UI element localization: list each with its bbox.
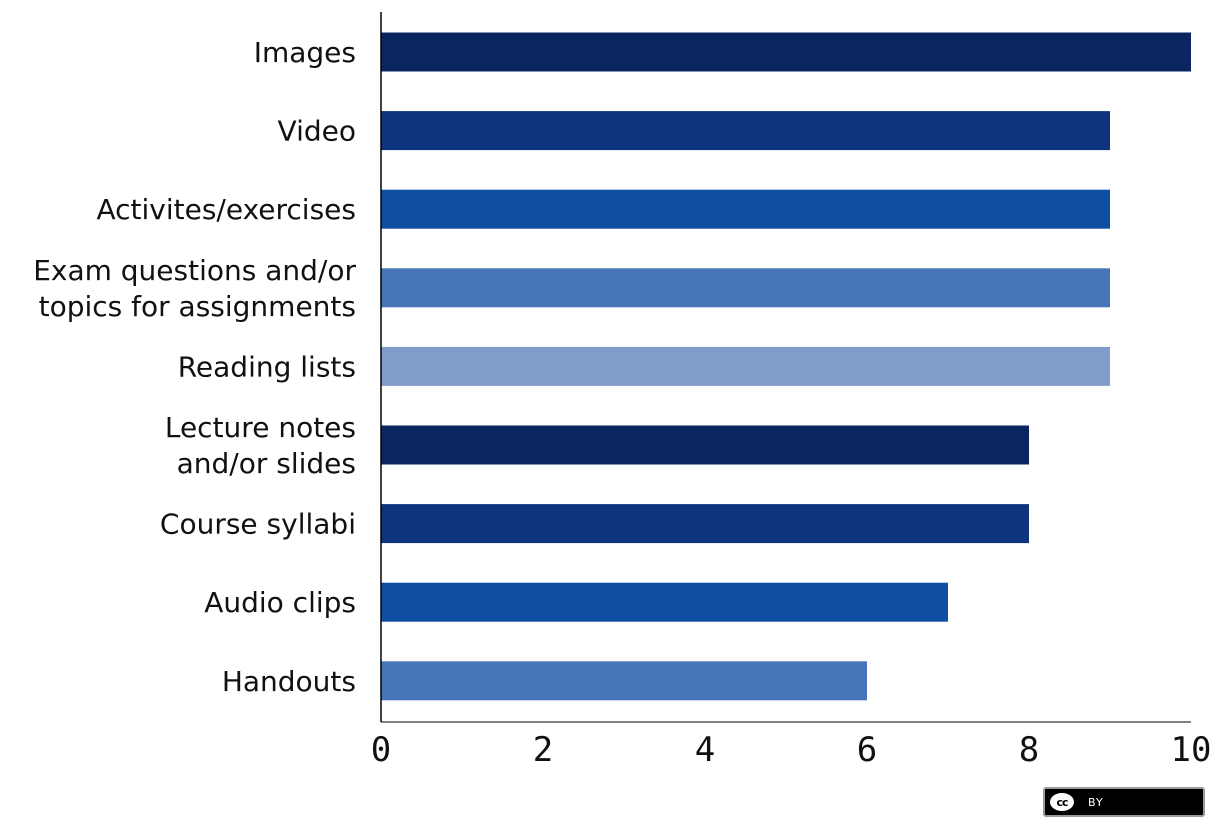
category-label-line: Activites/exercises xyxy=(96,193,356,226)
bar xyxy=(381,661,867,701)
category-label: Activites/exercises xyxy=(96,193,356,226)
category-label: Lecture notes and/or slides xyxy=(165,411,356,480)
category-label: Course syllabi xyxy=(160,508,356,541)
category-label-line: Course syllabi xyxy=(160,508,356,541)
x-tick-label: 2 xyxy=(533,730,553,770)
cc-by-label: BY xyxy=(1088,795,1104,809)
category-label-line: Lecture notes xyxy=(165,411,356,444)
cc-icon: cc xyxy=(1048,791,1076,813)
cc-by-license-badge[interactable]: cc BY xyxy=(1043,787,1205,817)
x-tick-label: 8 xyxy=(1019,730,1039,770)
category-label-line: topics for assignments xyxy=(39,290,356,323)
x-tick-label: 6 xyxy=(857,730,877,770)
category-label-line: Reading lists xyxy=(178,350,356,383)
bar-group xyxy=(381,32,1191,701)
category-label-line: and/or slides xyxy=(177,447,356,480)
bar xyxy=(381,346,1110,386)
bar xyxy=(381,582,948,622)
category-label-line: Images xyxy=(254,36,356,69)
category-label-line: Video xyxy=(278,115,356,148)
category-label-line: Handouts xyxy=(222,665,356,698)
category-label: Exam questions and/or topics for assignme… xyxy=(33,254,356,323)
x-tick-label: 10 xyxy=(1171,730,1212,770)
x-tick-label: 0 xyxy=(371,730,391,770)
bar xyxy=(381,268,1110,308)
category-label: Images xyxy=(254,36,356,69)
x-tick-label: 4 xyxy=(695,730,715,770)
category-label-line: Audio clips xyxy=(204,586,356,619)
category-label: Video xyxy=(278,115,356,148)
category-label: Audio clips xyxy=(204,586,356,619)
x-tick-labels: 0 2 4 6 8 10 xyxy=(371,730,1212,770)
category-label-line: Exam questions and/or xyxy=(33,254,356,287)
bar xyxy=(381,189,1110,229)
bar xyxy=(381,425,1029,465)
category-label: Reading lists xyxy=(178,350,356,383)
bar xyxy=(381,32,1191,72)
axes xyxy=(380,12,1191,723)
bar xyxy=(381,504,1029,544)
bar xyxy=(381,111,1110,151)
category-label: Handouts xyxy=(222,665,356,698)
category-labels: Images Video Activites/exercises Exam quest… xyxy=(33,36,356,698)
